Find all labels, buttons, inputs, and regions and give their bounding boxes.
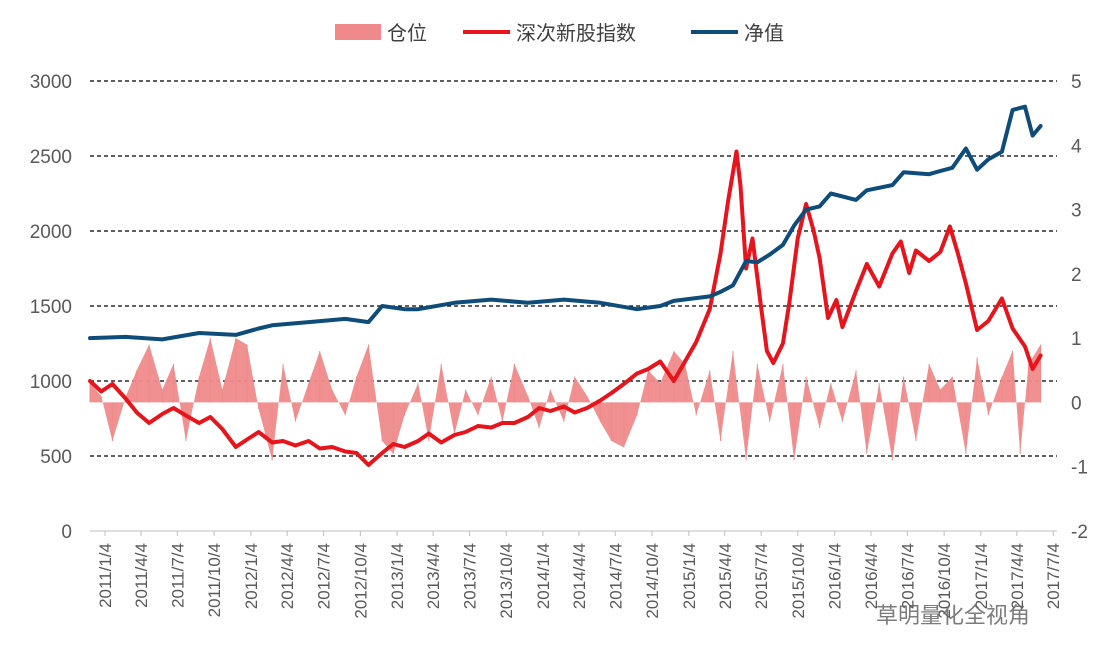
x-tick-label: 2014/4/4 (570, 543, 589, 609)
x-tick-label: 2012/10/4 (351, 543, 370, 619)
x-tick-label: 2015/4/4 (716, 543, 735, 609)
x-tick-label: 2016/4/4 (862, 543, 881, 609)
right-tick-label: -2 (1071, 522, 1088, 543)
legend-label-index: 深次新股指数 (516, 21, 636, 45)
watermark: 草明量化全视角 (876, 604, 1030, 629)
left-tick-label: 1500 (30, 297, 72, 318)
left-tick-label: 500 (40, 447, 72, 468)
x-tick-label: 2012/1/4 (242, 543, 261, 609)
x-tick-label: 2016/7/4 (898, 543, 917, 609)
x-tick-label: 2013/10/4 (497, 543, 516, 619)
right-tick-label: 2 (1071, 265, 1082, 286)
x-tick-label: 2013/1/4 (388, 543, 407, 609)
x-tick-label: 2011/1/4 (96, 543, 115, 608)
right-tick-label: 1 (1071, 329, 1082, 350)
left-tick-label: 2500 (30, 147, 72, 168)
left-tick-label: 3000 (30, 72, 72, 93)
x-tick-label: 2014/10/4 (643, 543, 662, 619)
x-tick-label: 2012/7/4 (315, 543, 334, 609)
axes: 0 500 1000 1500 2000 2500 3000 -2 -1 0 1 2 3 4 5 2011/1… (30, 72, 1088, 619)
index-line-series (88, 149, 1043, 467)
x-tick-label: 2015/7/4 (752, 543, 771, 609)
x-tick-label: 2012/4/4 (278, 543, 297, 609)
right-tick-label: 4 (1071, 136, 1082, 157)
left-tick-label: 1000 (30, 372, 72, 393)
legend-label-nav: 净值 (744, 21, 784, 45)
x-tick-label: 2017/4/4 (1008, 543, 1027, 609)
x-tick-label: 2014/1/4 (534, 543, 553, 609)
x-tick-label: 2013/7/4 (460, 543, 479, 609)
nav-line-series (88, 104, 1043, 342)
left-tick-label: 0 (61, 522, 72, 543)
legend: 仓位 深次新股指数 净值 (335, 21, 784, 45)
position-area (90, 338, 1041, 461)
left-tick-label: 2000 (30, 222, 72, 243)
x-tick-label: 2014/7/4 (606, 543, 625, 609)
right-tick-label: 3 (1071, 201, 1082, 222)
legend-swatch-position (335, 24, 381, 40)
x-tick-label: 2015/1/4 (680, 543, 699, 609)
legend-label-position: 仓位 (387, 21, 427, 45)
x-tick-label: 2011/4/4 (132, 543, 151, 608)
right-tick-label: 5 (1071, 72, 1082, 93)
x-tick-label: 2016/1/4 (826, 543, 845, 609)
x-tick-label: 2011/10/4 (205, 543, 224, 617)
x-tick-label: 2017/7/4 (1044, 543, 1063, 609)
position-area-series (89, 338, 1042, 461)
right-tick-label: 0 (1071, 393, 1082, 414)
x-tick-label: 2013/4/4 (424, 543, 443, 609)
x-tick-label: 2017/1/4 (972, 543, 991, 609)
x-tick-label: 2011/7/4 (168, 543, 187, 608)
x-tick-label: 2015/10/4 (789, 543, 808, 619)
right-tick-label: -1 (1071, 458, 1088, 479)
x-tick-label: 2016/10/4 (935, 543, 954, 619)
nav-line (88, 104, 1043, 342)
